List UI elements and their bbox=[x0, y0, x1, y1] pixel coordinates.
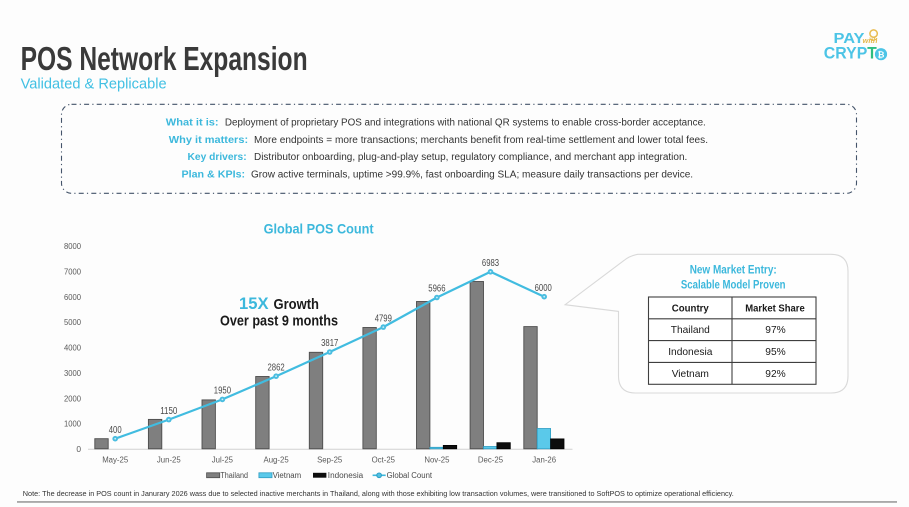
svg-text:Jan-26: Jan-26 bbox=[532, 456, 556, 465]
svg-text:Nov-25: Nov-25 bbox=[424, 456, 450, 465]
svg-text:Thailand: Thailand bbox=[671, 325, 710, 336]
svg-text:Growth: Growth bbox=[274, 296, 320, 313]
svg-text:6000: 6000 bbox=[64, 292, 81, 302]
svg-text:1150: 1150 bbox=[160, 406, 178, 417]
svg-text:92%: 92% bbox=[765, 369, 785, 380]
svg-text:POS Network Expansion: POS Network Expansion bbox=[21, 41, 308, 78]
svg-text:4000: 4000 bbox=[64, 343, 81, 353]
svg-text:8000: 8000 bbox=[64, 241, 81, 251]
svg-text:15X: 15X bbox=[239, 294, 269, 313]
svg-text:3000: 3000 bbox=[64, 368, 81, 378]
svg-text:Jul-25: Jul-25 bbox=[212, 456, 234, 465]
svg-text:Deployment of proprietary POS: Deployment of proprietary POS and integr… bbox=[225, 118, 706, 129]
svg-text:with: with bbox=[863, 36, 878, 45]
svg-text:95%: 95% bbox=[765, 347, 785, 358]
svg-text:Country: Country bbox=[672, 303, 709, 314]
svg-text:6000: 6000 bbox=[535, 283, 553, 294]
svg-text:PAY: PAY bbox=[834, 31, 865, 47]
svg-text:More endpoints = more transact: More endpoints = more transactions; merc… bbox=[254, 135, 708, 146]
svg-text:Market Share: Market Share bbox=[745, 303, 805, 314]
svg-text:Distributor onboarding, plug-a: Distributor onboarding, plug-and-play se… bbox=[254, 152, 687, 163]
svg-text:6983: 6983 bbox=[482, 258, 500, 269]
svg-text:7000: 7000 bbox=[64, 267, 81, 277]
svg-text:Scalable Model Proven: Scalable Model Proven bbox=[681, 280, 786, 292]
svg-text:1000: 1000 bbox=[64, 419, 81, 429]
svg-text:5966: 5966 bbox=[428, 284, 446, 295]
svg-text:Plan & KPIs:: Plan & KPIs: bbox=[182, 170, 246, 181]
svg-text:Note: The decrease in POS coun: Note: The decrease in POS count in Janur… bbox=[23, 489, 734, 498]
svg-text:Validated & Replicable: Validated & Replicable bbox=[21, 77, 167, 93]
svg-text:Sep-25: Sep-25 bbox=[317, 456, 343, 465]
svg-text:May-25: May-25 bbox=[102, 456, 129, 465]
svg-text:Aug-25: Aug-25 bbox=[264, 456, 290, 465]
svg-text:5000: 5000 bbox=[64, 317, 81, 327]
svg-text:Vietnam: Vietnam bbox=[672, 369, 709, 380]
svg-text:2862: 2862 bbox=[268, 362, 285, 373]
svg-text:Key drivers:: Key drivers: bbox=[188, 152, 247, 163]
svg-text:Oct-25: Oct-25 bbox=[372, 456, 396, 465]
svg-text:Vietnam: Vietnam bbox=[273, 471, 302, 480]
svg-text:Thailand: Thailand bbox=[220, 471, 248, 480]
svg-text:400: 400 bbox=[109, 425, 122, 436]
svg-text:Jun-25: Jun-25 bbox=[157, 456, 182, 465]
svg-text:Why it matters:: Why it matters: bbox=[169, 135, 248, 146]
svg-text:₿: ₿ bbox=[878, 49, 885, 59]
svg-text:Over past 9 months: Over past 9 months bbox=[220, 313, 338, 330]
svg-text:Indonesia: Indonesia bbox=[328, 471, 364, 480]
svg-text:Global POS Count: Global POS Count bbox=[264, 222, 374, 237]
svg-text:New Market Entry:: New Market Entry: bbox=[690, 265, 777, 277]
svg-text:97%: 97% bbox=[765, 325, 785, 336]
svg-text:Indonesia: Indonesia bbox=[668, 347, 713, 358]
svg-text:Grow active terminals, uptime: Grow active terminals, uptime >99.9%, fa… bbox=[251, 170, 693, 181]
svg-text:2000: 2000 bbox=[64, 393, 81, 403]
svg-text:1950: 1950 bbox=[214, 386, 232, 397]
svg-text:T: T bbox=[867, 45, 877, 63]
svg-text:4799: 4799 bbox=[375, 313, 392, 324]
svg-text:Dec-25: Dec-25 bbox=[478, 456, 504, 465]
svg-text:CRYP: CRYP bbox=[824, 45, 868, 63]
svg-text:3817: 3817 bbox=[321, 338, 338, 349]
svg-text:What it is:: What it is: bbox=[166, 118, 219, 129]
svg-text:Global Count: Global Count bbox=[387, 471, 433, 480]
svg-text:0: 0 bbox=[76, 444, 81, 454]
